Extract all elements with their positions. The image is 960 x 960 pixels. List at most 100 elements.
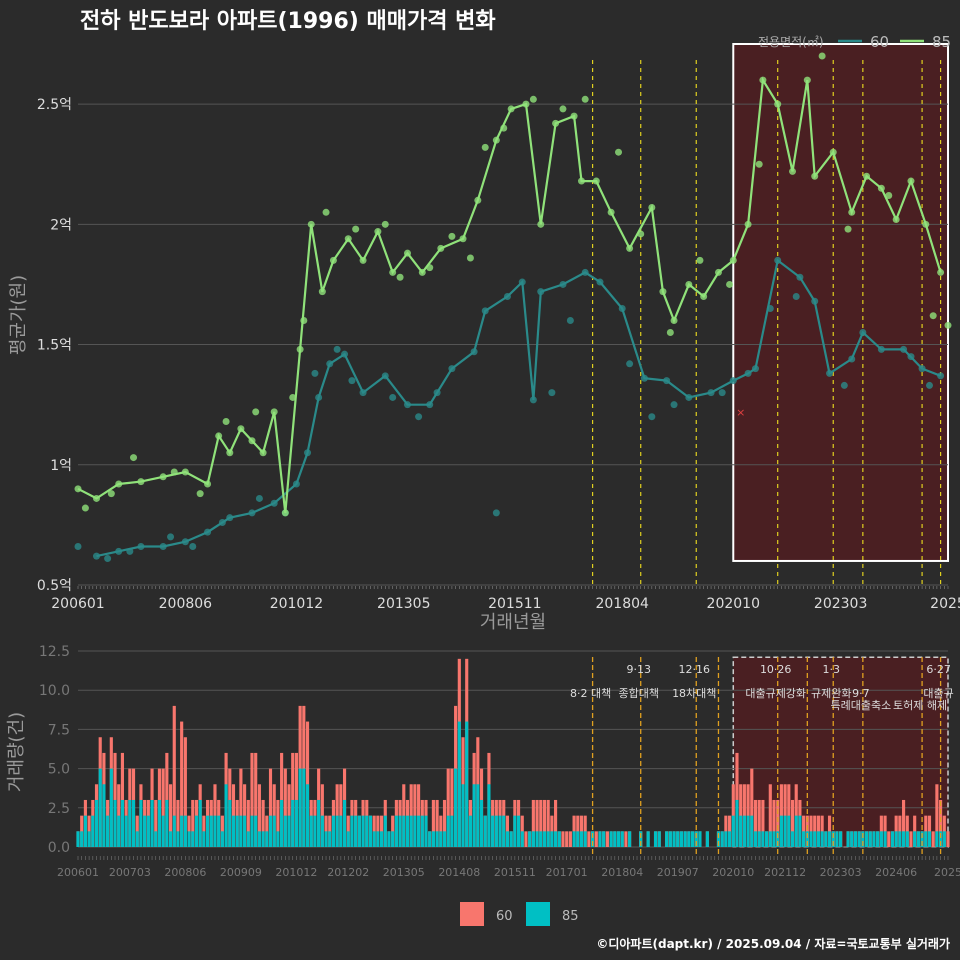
data-point-85 bbox=[615, 148, 623, 156]
data-point-60 bbox=[640, 374, 648, 382]
bar-85 bbox=[816, 831, 820, 847]
data-point-60 bbox=[167, 533, 175, 541]
data-point-85 bbox=[270, 408, 278, 416]
bar-85 bbox=[280, 799, 284, 847]
bar-85 bbox=[857, 831, 861, 847]
bar-85 bbox=[446, 815, 450, 847]
y-tick-label: 2.5억 bbox=[37, 97, 72, 113]
bar-60 bbox=[535, 799, 539, 847]
data-point-85 bbox=[170, 468, 178, 476]
data-point-60 bbox=[415, 413, 423, 421]
data-point-85 bbox=[863, 172, 871, 180]
bar-60 bbox=[120, 752, 124, 847]
data-point-85 bbox=[648, 204, 656, 212]
bar-85 bbox=[672, 831, 676, 847]
bar-60 bbox=[587, 831, 591, 847]
series-line-60 bbox=[96, 258, 941, 558]
bar-85 bbox=[146, 815, 150, 847]
data-point-85 bbox=[481, 143, 489, 151]
y-tick-label: 0.5억 bbox=[37, 578, 72, 594]
bar-60 bbox=[176, 799, 180, 847]
bar-85 bbox=[168, 831, 173, 847]
data-point-85 bbox=[107, 490, 115, 498]
bar-85 bbox=[194, 815, 199, 847]
bar-85 bbox=[398, 815, 402, 847]
bar-85 bbox=[176, 831, 180, 847]
data-point-85 bbox=[215, 432, 223, 440]
bar-85 bbox=[435, 831, 439, 847]
bar-85 bbox=[257, 831, 261, 847]
bar-85 bbox=[520, 831, 524, 847]
data-point-60 bbox=[389, 393, 397, 401]
data-point-85 bbox=[818, 52, 826, 60]
bar-85 bbox=[465, 721, 469, 847]
bar-85 bbox=[927, 831, 932, 847]
data-point-85 bbox=[552, 119, 560, 127]
bar-85 bbox=[498, 815, 502, 847]
bar-60 bbox=[276, 799, 280, 847]
y-tick-label-volume: 5.0 bbox=[48, 762, 70, 778]
bar-85 bbox=[787, 815, 791, 847]
bar-60 bbox=[165, 752, 169, 847]
bar-85 bbox=[835, 831, 839, 847]
policy-annotation: 대출규제강화 bbox=[745, 687, 806, 700]
data-point-60 bbox=[618, 304, 626, 312]
x-tick-label-volume: 201408 bbox=[438, 866, 480, 879]
bar-85 bbox=[913, 831, 917, 847]
data-point-85 bbox=[922, 220, 930, 228]
data-point-60 bbox=[907, 353, 915, 361]
data-point-85 bbox=[204, 480, 212, 488]
bar-85 bbox=[731, 815, 735, 847]
data-point-85 bbox=[396, 273, 404, 281]
data-point-60 bbox=[74, 543, 82, 551]
data-point-85 bbox=[181, 468, 189, 476]
bar-85 bbox=[87, 831, 91, 847]
bar-85 bbox=[894, 831, 898, 847]
bar-60 bbox=[902, 799, 906, 847]
price-chart: 0.5억 1억 1.5억 2억 2.5억 200601 200806 201012 201305… bbox=[8, 33, 960, 633]
bar-85 bbox=[853, 831, 858, 847]
bar-85 bbox=[861, 831, 865, 847]
x-tick-label-volume: 200909 bbox=[220, 866, 262, 879]
bar-85 bbox=[491, 815, 495, 847]
data-point-60 bbox=[492, 509, 500, 517]
data-point-85 bbox=[281, 509, 289, 517]
y-tick-label-volume: 12.5 bbox=[39, 644, 70, 660]
bar-60 bbox=[246, 799, 250, 847]
bar-85 bbox=[454, 768, 458, 847]
bar-85 bbox=[117, 815, 121, 847]
bar-85 bbox=[76, 831, 80, 847]
data-point-85 bbox=[374, 228, 382, 236]
data-point-60 bbox=[925, 381, 933, 389]
bar-85 bbox=[598, 831, 602, 847]
data-point-85 bbox=[252, 408, 260, 416]
bar-85 bbox=[206, 815, 210, 847]
data-point-85 bbox=[130, 454, 138, 462]
data-point-85 bbox=[637, 230, 645, 238]
bar-60 bbox=[254, 752, 258, 847]
bar-85 bbox=[831, 831, 835, 847]
data-point-85 bbox=[289, 393, 297, 401]
data-point-60 bbox=[518, 278, 526, 286]
bar-85 bbox=[939, 831, 943, 847]
bar-60 bbox=[183, 737, 187, 847]
bar-85 bbox=[213, 815, 217, 847]
bar-85 bbox=[509, 831, 513, 847]
bar-85 bbox=[94, 799, 99, 847]
data-point-60 bbox=[774, 256, 782, 264]
bar-85 bbox=[154, 831, 158, 847]
data-point-60 bbox=[104, 555, 112, 563]
bar-85 bbox=[790, 831, 795, 847]
bar-85 bbox=[183, 815, 187, 847]
bar-85 bbox=[109, 768, 113, 847]
bar-85 bbox=[679, 831, 684, 847]
bar-85 bbox=[850, 831, 854, 847]
policy-annotation: 토허제 해제 bbox=[893, 698, 947, 712]
x-tick-label-volume: 202010 bbox=[712, 866, 754, 879]
bar-60 bbox=[442, 799, 447, 847]
data-point-60 bbox=[181, 538, 189, 546]
policy-annotation: 종합대책 bbox=[618, 687, 658, 700]
y-tick-label-volume: 2.5 bbox=[48, 801, 70, 817]
bar-85 bbox=[268, 815, 273, 847]
x-tick-label: 200806 bbox=[159, 596, 213, 612]
